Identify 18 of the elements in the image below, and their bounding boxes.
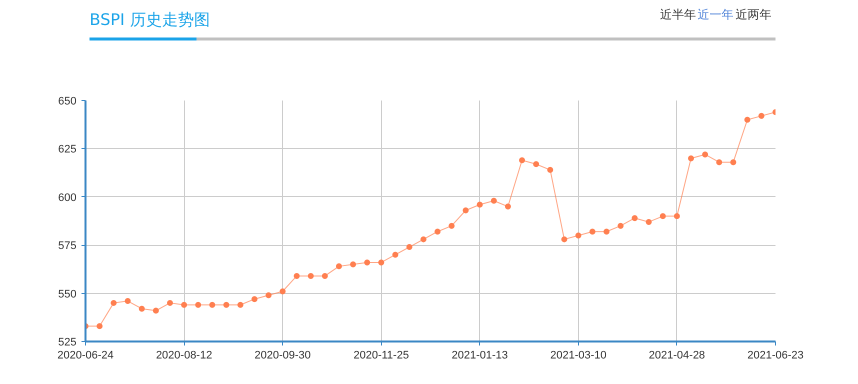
x-tick-label: 2020-11-25 <box>353 350 409 362</box>
y-tick-label: 650 <box>58 96 77 108</box>
y-tick-label: 600 <box>58 192 77 204</box>
chart-title: BSPI 历史走势图 <box>90 10 210 29</box>
x-tick-label: 2021-06-23 <box>747 350 804 362</box>
x-tick-label: 2020-08-12 <box>156 350 212 362</box>
x-tick-label: 2020-09-30 <box>254 350 311 362</box>
x-tick-label: 2021-01-13 <box>452 350 508 362</box>
y-tick-label: 550 <box>58 288 77 300</box>
y-tick-label: 625 <box>58 144 77 156</box>
x-tick-label: 2020-06-24 <box>57 350 114 362</box>
y-tick-label: 575 <box>58 240 77 252</box>
text: 近一年 <box>698 8 734 22</box>
x-tick-label: 2021-03-10 <box>550 350 607 362</box>
text: 近两年 <box>735 8 772 22</box>
x-tick-label: 2021-04-28 <box>648 350 706 362</box>
text: 近半年 <box>660 8 696 22</box>
y-tick-label: 525 <box>58 336 77 348</box>
